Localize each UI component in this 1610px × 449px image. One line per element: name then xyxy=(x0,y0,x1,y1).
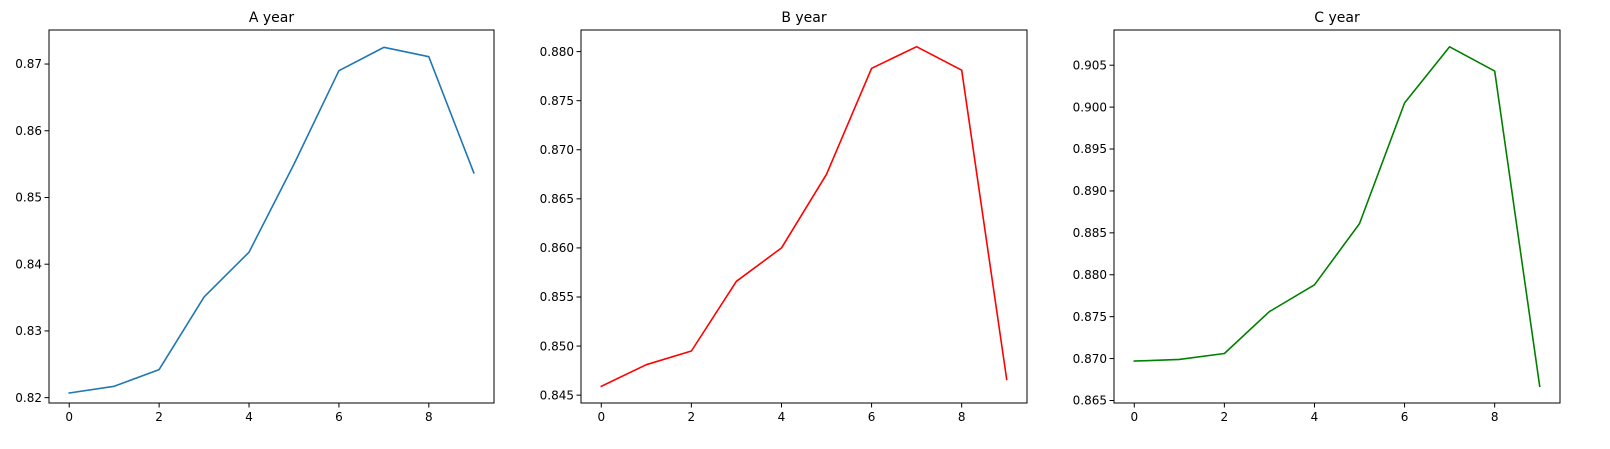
x-tick-label: 2 xyxy=(155,410,163,424)
chart-b-year: B year 0 2 4 6 8 0.845 0.850 0.855 0.860 0.865 0.8… xyxy=(540,10,1028,424)
y-tick-label: 0.855 xyxy=(540,290,574,304)
x-tick-label: 2 xyxy=(1221,410,1229,424)
series-line xyxy=(1133,45,1541,388)
x-tick-label: 4 xyxy=(1311,410,1319,424)
x-tick-label: 6 xyxy=(335,410,343,424)
series-line xyxy=(600,45,1008,388)
y-tick-label: 0.885 xyxy=(1073,226,1107,240)
y-tick-label: 0.86 xyxy=(15,124,42,138)
y-tick-label: 0.875 xyxy=(1073,310,1107,324)
y-tick-label: 0.880 xyxy=(1073,268,1107,282)
x-tick-label: 8 xyxy=(425,410,433,424)
axes-frame xyxy=(1113,29,1561,404)
y-tick-label: 0.860 xyxy=(540,241,574,255)
x-tick-label: 6 xyxy=(1401,410,1409,424)
x-tick-label: 4 xyxy=(245,410,253,424)
y-tick-label: 0.82 xyxy=(15,391,42,405)
y-tick-label: 0.87 xyxy=(15,57,42,71)
chart-a-title: A year xyxy=(249,10,295,26)
x-tick-label: 0 xyxy=(65,410,73,424)
series-line xyxy=(68,46,475,394)
chart-a-year: A year 0 2 4 6 8 0.82 0.83 0.84 0.85 0.86 0.87 xyxy=(15,10,495,424)
x-tick-label: 8 xyxy=(1491,410,1499,424)
y-tick-label: 0.850 xyxy=(540,339,574,353)
x-tick-label: 4 xyxy=(778,410,786,424)
y-tick-label: 0.845 xyxy=(540,388,574,402)
y-tick-label: 0.865 xyxy=(1073,394,1107,408)
chart-c-year: C year 0 2 4 6 8 0.865 0.870 0.875 0.880 0.885 0.8… xyxy=(1073,10,1561,424)
y-tick-label: 0.85 xyxy=(15,191,42,205)
y-tick-label: 0.865 xyxy=(540,192,574,206)
y-tick-label: 0.83 xyxy=(15,324,42,338)
x-tick-label: 6 xyxy=(868,410,876,424)
x-tick-label: 0 xyxy=(1130,410,1138,424)
x-tick-label: 2 xyxy=(688,410,696,424)
y-tick-label: 0.875 xyxy=(540,94,574,108)
x-tick-label: 8 xyxy=(958,410,966,424)
chart-b-title: B year xyxy=(781,10,827,26)
y-tick-label: 0.880 xyxy=(540,45,574,59)
y-tick-label: 0.890 xyxy=(1073,184,1107,198)
y-tick-label: 0.84 xyxy=(15,257,42,271)
y-tick-label: 0.895 xyxy=(1073,142,1107,156)
x-tick-label: 0 xyxy=(597,410,605,424)
y-tick-label: 0.870 xyxy=(1073,352,1107,366)
axes-frame xyxy=(580,29,1028,404)
y-tick-label: 0.905 xyxy=(1073,58,1107,72)
y-tick-label: 0.870 xyxy=(540,143,574,157)
axes-frame xyxy=(48,29,495,404)
chart-c-title: C year xyxy=(1314,10,1360,26)
y-tick-label: 0.900 xyxy=(1073,100,1107,114)
